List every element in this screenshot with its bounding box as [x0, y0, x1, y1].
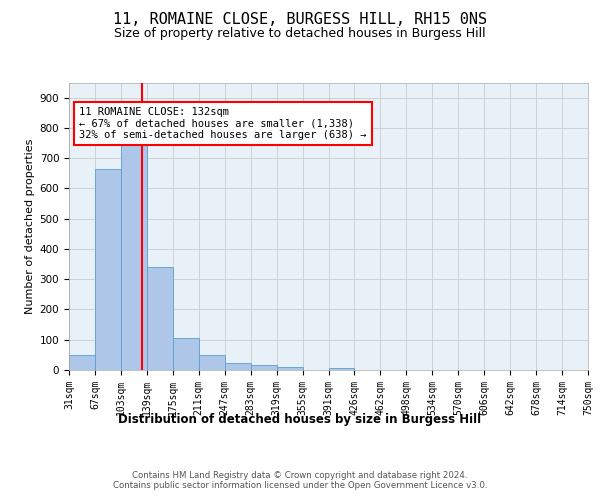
- Y-axis label: Number of detached properties: Number of detached properties: [25, 138, 35, 314]
- Bar: [251, 366, 277, 370]
- Text: 11 ROMAINE CLOSE: 132sqm
← 67% of detached houses are smaller (1,338)
32% of sem: 11 ROMAINE CLOSE: 132sqm ← 67% of detach…: [79, 106, 367, 140]
- Bar: [225, 362, 251, 370]
- Text: 11, ROMAINE CLOSE, BURGESS HILL, RH15 0NS: 11, ROMAINE CLOSE, BURGESS HILL, RH15 0N…: [113, 12, 487, 28]
- Text: Distribution of detached houses by size in Burgess Hill: Distribution of detached houses by size …: [118, 412, 482, 426]
- Bar: [69, 355, 95, 370]
- Bar: [199, 355, 224, 370]
- Bar: [121, 143, 147, 370]
- Text: Contains HM Land Registry data © Crown copyright and database right 2024.
Contai: Contains HM Land Registry data © Crown c…: [113, 470, 487, 490]
- Bar: [277, 368, 302, 370]
- Bar: [147, 267, 173, 370]
- Bar: [329, 368, 355, 370]
- Bar: [95, 169, 121, 370]
- Text: Size of property relative to detached houses in Burgess Hill: Size of property relative to detached ho…: [114, 28, 486, 40]
- Bar: [173, 338, 199, 370]
